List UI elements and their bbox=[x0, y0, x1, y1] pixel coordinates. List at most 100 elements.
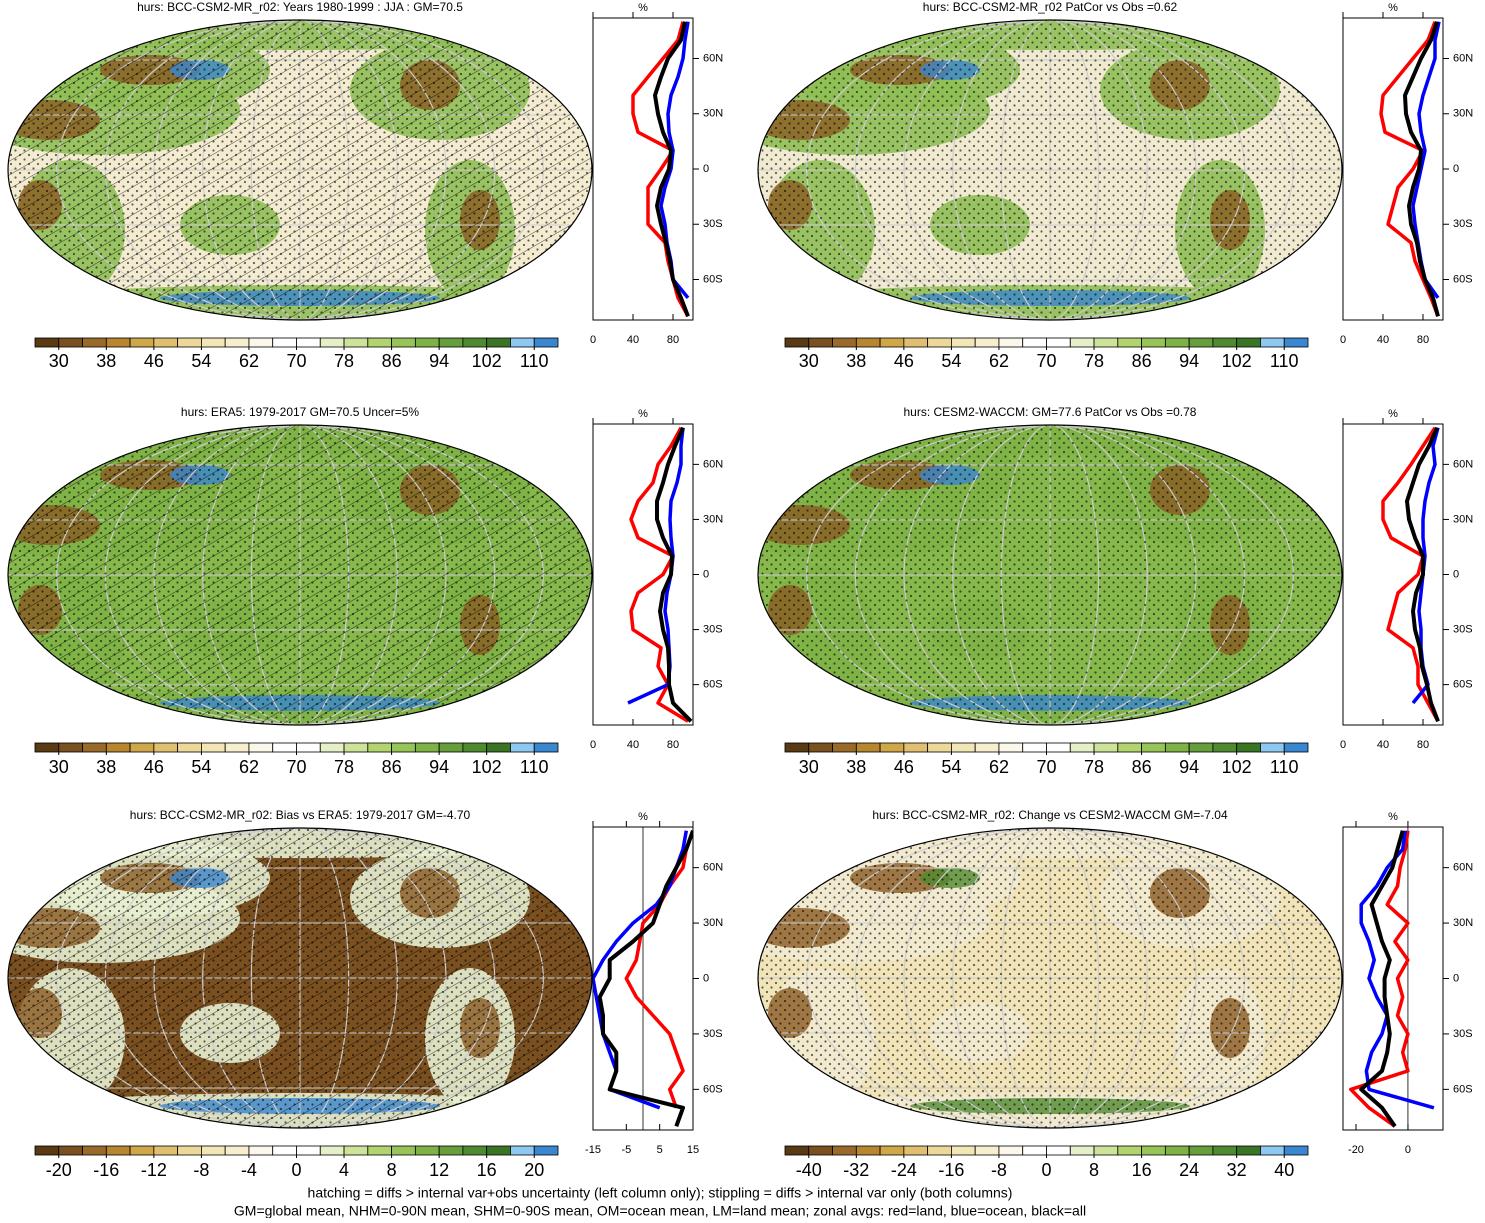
colorbar-label: 38 bbox=[96, 757, 116, 777]
colorbar-label: 70 bbox=[1036, 757, 1056, 777]
map-body bbox=[0, 10, 600, 325]
y-tick-label: 30N bbox=[703, 108, 723, 120]
y-tick-label: 60S bbox=[703, 273, 723, 285]
colorbar-label: 102 bbox=[1222, 351, 1252, 371]
colorbar-label: 38 bbox=[96, 351, 116, 371]
colorbar-label: 94 bbox=[429, 351, 449, 371]
footer-line: hatching = diffs > internal var+obs unce… bbox=[308, 1185, 1013, 1201]
colorbar-label: 86 bbox=[1132, 351, 1152, 371]
y-tick-label: 30S bbox=[703, 218, 723, 230]
colorbar-label: 20 bbox=[524, 1160, 544, 1180]
colorbar-box bbox=[809, 338, 833, 347]
colorbar-box bbox=[297, 743, 321, 752]
colorbar-box bbox=[951, 1146, 975, 1155]
colorbar-box bbox=[534, 338, 558, 347]
y-tick-label: 60S bbox=[703, 679, 723, 691]
zonal-line bbox=[1381, 22, 1438, 317]
axis-label: % bbox=[638, 2, 648, 14]
colorbar-box bbox=[833, 338, 857, 347]
colorbar-label: 0 bbox=[291, 1160, 301, 1180]
colorbar-label: 62 bbox=[239, 351, 259, 371]
x-tick-label: -5 bbox=[621, 1144, 631, 1156]
colorbar-box bbox=[856, 1146, 880, 1155]
colorbar-label: 54 bbox=[941, 757, 961, 777]
x-tick-label: 0 bbox=[1340, 739, 1346, 751]
x-tick-label: 80 bbox=[667, 334, 679, 346]
colorbar-label: 110 bbox=[1270, 757, 1299, 777]
y-tick-label: 60S bbox=[1453, 679, 1473, 691]
y-tick-label: 0 bbox=[703, 972, 709, 984]
x-tick-label: 40 bbox=[1377, 739, 1389, 751]
colorbar-box bbox=[1165, 338, 1189, 347]
colorbar-box bbox=[785, 1146, 809, 1155]
colorbar-box bbox=[35, 743, 59, 752]
y-tick-label: 30N bbox=[1453, 513, 1473, 525]
y-tick-label: 30S bbox=[1453, 1028, 1473, 1040]
colorbar-label: -16 bbox=[93, 1160, 119, 1180]
colorbar-box bbox=[1213, 338, 1237, 347]
colorbar-box bbox=[83, 1146, 107, 1155]
colorbar-box bbox=[392, 1146, 416, 1155]
map-body bbox=[0, 818, 600, 1133]
colorbar-box bbox=[510, 1146, 534, 1155]
colorbar-box bbox=[785, 743, 809, 752]
colorbar-box bbox=[130, 338, 154, 347]
colorbar-box bbox=[1284, 338, 1308, 347]
colorbar-box bbox=[928, 743, 952, 752]
colorbar-box bbox=[35, 1146, 59, 1155]
colorbar-label: 8 bbox=[387, 1160, 397, 1180]
colorbar-box bbox=[368, 338, 392, 347]
colorbar-box bbox=[975, 338, 999, 347]
map-title: hurs: BCC-CSM2-MR_r02 PatCor vs Obs =0.6… bbox=[923, 0, 1178, 14]
colorbar-box bbox=[1094, 338, 1118, 347]
colorbar-box bbox=[83, 743, 107, 752]
colorbar-label: 8 bbox=[1089, 1160, 1099, 1180]
colorbar-box bbox=[1165, 743, 1189, 752]
y-tick-label: 30N bbox=[703, 513, 723, 525]
colorbar-box bbox=[1237, 338, 1261, 347]
colorbar-box bbox=[320, 1146, 344, 1155]
colorbar-box bbox=[59, 743, 83, 752]
colorbar-box bbox=[368, 743, 392, 752]
x-tick-label: 80 bbox=[667, 739, 679, 751]
colorbar-label: 78 bbox=[1084, 757, 1104, 777]
colorbar-label: -4 bbox=[241, 1160, 257, 1180]
colorbar-box bbox=[1165, 1146, 1189, 1155]
colorbar-box bbox=[1284, 743, 1308, 752]
colorbar-label: 30 bbox=[49, 351, 69, 371]
colorbar-box bbox=[534, 743, 558, 752]
profile-frame bbox=[593, 18, 693, 320]
colorbar-label: 32 bbox=[1227, 1160, 1247, 1180]
colorbar-box bbox=[1047, 743, 1071, 752]
colorbar-label: 110 bbox=[1270, 351, 1299, 371]
colorbar-box bbox=[1118, 1146, 1142, 1155]
colorbar-label: 40 bbox=[1274, 1160, 1294, 1180]
colorbar-box bbox=[1213, 743, 1237, 752]
map bbox=[710, 10, 1350, 325]
colorbar-box bbox=[201, 743, 225, 752]
colorbar-box bbox=[249, 1146, 273, 1155]
colorbar-box bbox=[928, 338, 952, 347]
colorbar-box bbox=[273, 338, 297, 347]
colorbar-label: -8 bbox=[193, 1160, 209, 1180]
y-tick-label: 0 bbox=[1453, 163, 1459, 175]
colorbar-label: 70 bbox=[286, 351, 306, 371]
colorbar-box bbox=[1023, 1146, 1047, 1155]
stippling bbox=[8, 425, 592, 725]
colorbar-label: 46 bbox=[894, 757, 914, 777]
colorbar-box bbox=[154, 743, 178, 752]
y-tick-label: 60N bbox=[703, 52, 723, 64]
colorbar-box bbox=[487, 1146, 511, 1155]
colorbar-box bbox=[880, 743, 904, 752]
colorbar-box bbox=[83, 338, 107, 347]
colorbar-label: 86 bbox=[1132, 757, 1152, 777]
colorbar-label: 46 bbox=[144, 757, 164, 777]
colorbar-label: -40 bbox=[796, 1160, 822, 1180]
map-title: hurs: CESM2-WACCM: GM=77.6 PatCor vs Obs… bbox=[904, 405, 1197, 419]
zonal-line bbox=[626, 831, 693, 1108]
colorbar-box bbox=[392, 338, 416, 347]
colorbar-box bbox=[809, 743, 833, 752]
colorbar-label: 70 bbox=[286, 757, 306, 777]
x-tick-label: -20 bbox=[1348, 1144, 1364, 1156]
colorbar-label: 46 bbox=[144, 351, 164, 371]
